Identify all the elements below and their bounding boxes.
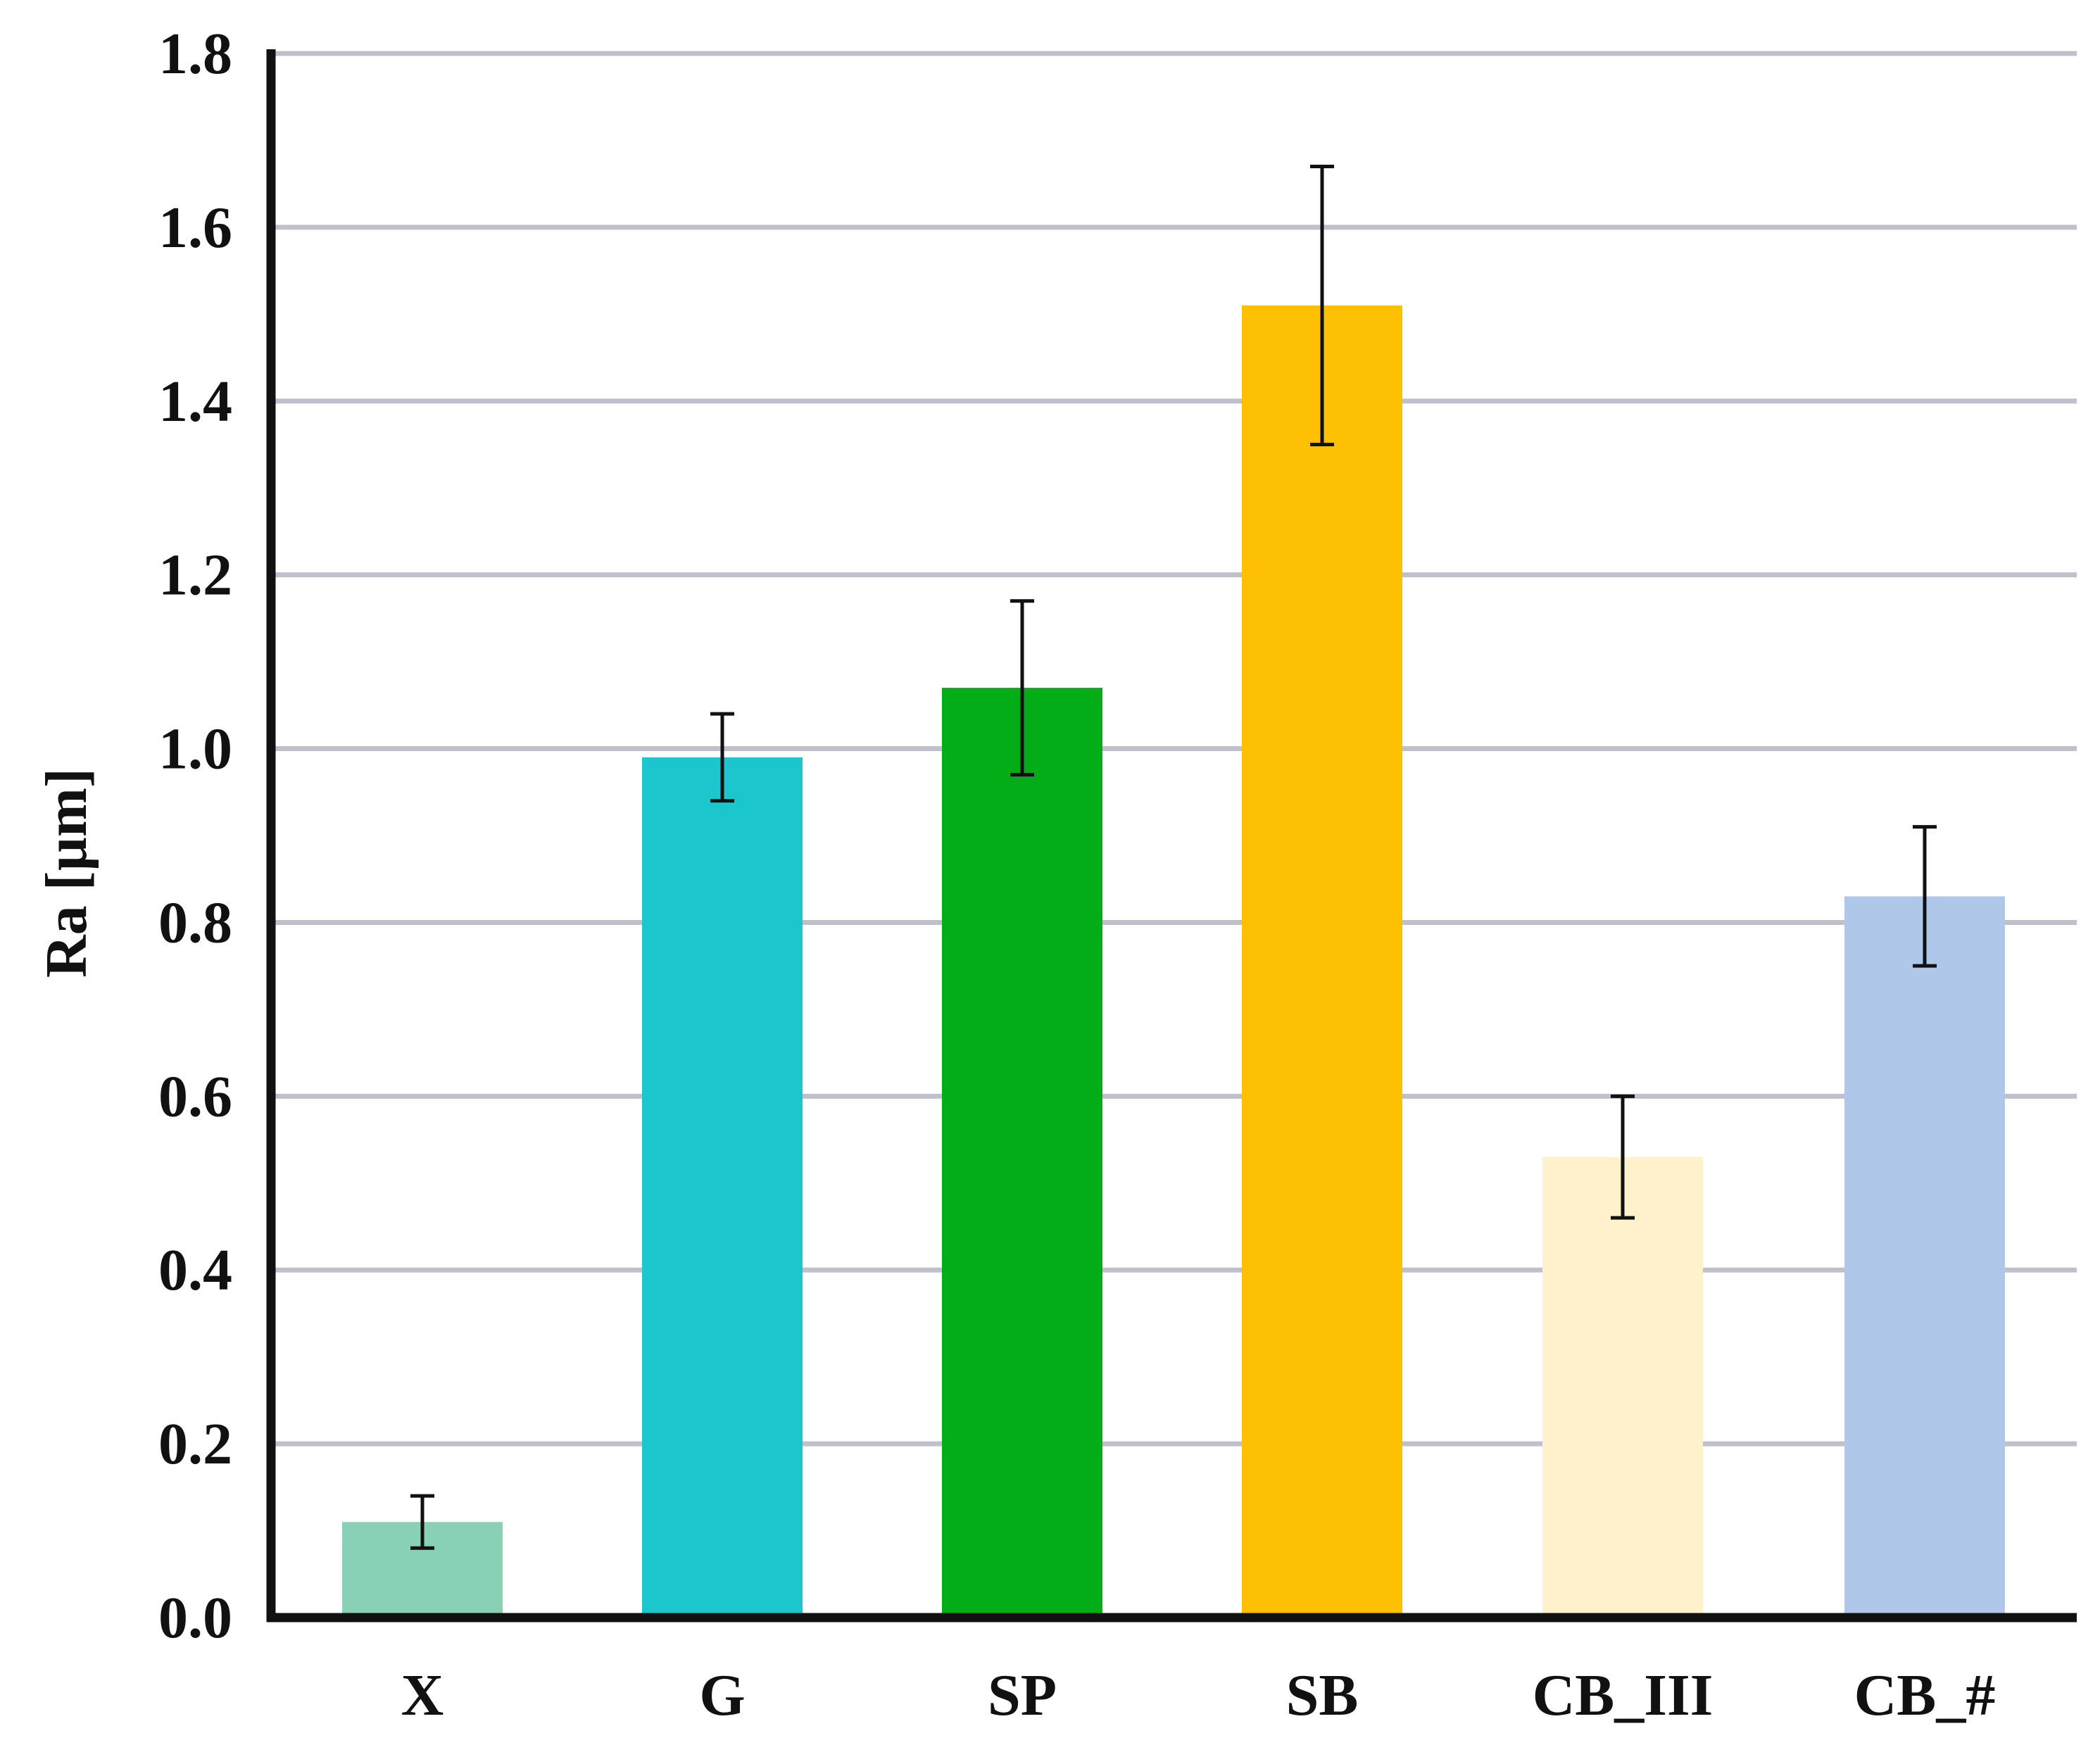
y-tick-label: 1.6 [158, 195, 232, 260]
y-tick-label: 0.2 [158, 1411, 232, 1477]
x-category-label: G [699, 1663, 745, 1728]
y-tick-label: 0.8 [158, 890, 232, 955]
gridlines [271, 51, 2077, 1447]
bars [342, 305, 2005, 1618]
x-category-label: CB_III [1533, 1663, 1714, 1728]
y-axis-title: Ra [µm] [34, 768, 99, 978]
bar-cb- [1844, 896, 2005, 1618]
axes [266, 49, 2077, 1623]
bar-sb [1242, 305, 1402, 1618]
y-tick-label: 0.0 [158, 1585, 232, 1651]
y-tick-label: 1.2 [158, 543, 232, 608]
x-category-label: CB_# [1854, 1663, 1996, 1728]
bar-cb-iii [1542, 1157, 1703, 1618]
y-tick-label: 0.6 [158, 1064, 232, 1129]
y-tick-label: 1.0 [158, 717, 232, 782]
y-tick-label: 0.4 [158, 1237, 232, 1303]
bar-sp [942, 688, 1102, 1618]
bar-g [642, 757, 803, 1618]
y-tick-labels: 0.0 0.2 0.4 0.6 0.8 1.0 1.2 1.4 1.6 1.8 [158, 21, 232, 1651]
x-category-label: SP [988, 1663, 1057, 1728]
x-category-labels: X G SP SB CB_III CB_# [401, 1663, 1996, 1728]
y-tick-label: 1.4 [158, 369, 232, 434]
x-category-label: X [401, 1663, 444, 1728]
error-bars [410, 164, 1937, 1550]
x-category-label: SB [1286, 1663, 1359, 1728]
y-tick-label: 1.8 [158, 21, 232, 87]
